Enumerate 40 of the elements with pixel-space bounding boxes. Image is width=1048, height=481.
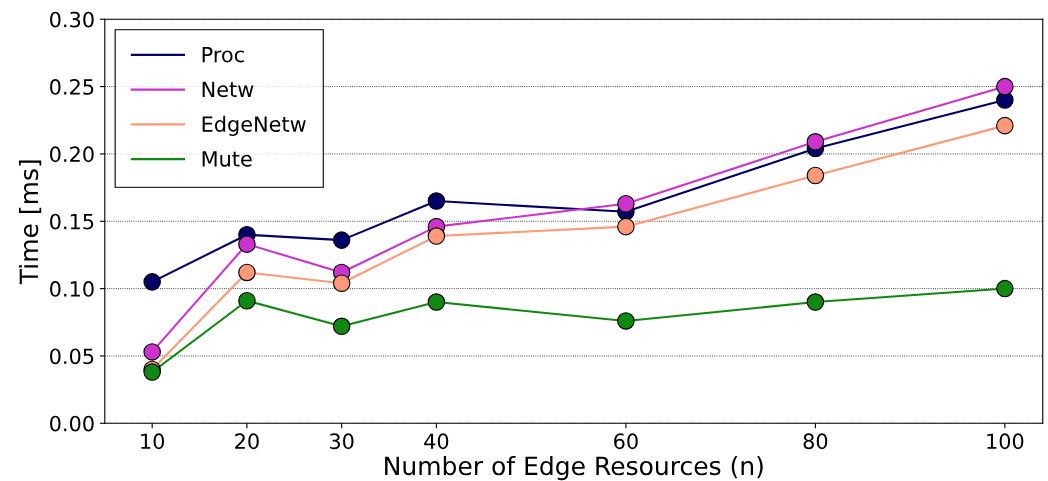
point: [238, 235, 256, 253]
y-tick-label: 0.00: [50, 415, 94, 432]
legend-label: Proc: [202, 46, 244, 63]
y-axis-title: Time [ms]: [18, 160, 42, 285]
point: [427, 192, 446, 210]
legend-label: EdgeNetw: [202, 115, 306, 136]
point: [996, 279, 1014, 298]
x-axis-title: Number of Edge Resources (n): [385, 455, 763, 481]
point: [996, 77, 1014, 96]
point: [238, 291, 256, 310]
x-tick-label: 20: [235, 433, 259, 450]
x-tick-label: 60: [614, 433, 638, 450]
y-tick-label: 0.30: [50, 11, 94, 28]
x-tick-label: 100: [987, 433, 1024, 450]
y-tick-label: 0.05: [50, 348, 94, 365]
y-tick-label: 0.20: [50, 146, 94, 163]
legend-label: Netw: [202, 81, 254, 98]
legend-label: Mute: [202, 151, 252, 167]
point: [332, 317, 351, 336]
point: [332, 274, 351, 292]
point: [617, 194, 635, 213]
point: [238, 263, 256, 282]
point: [996, 116, 1014, 135]
x-tick-label: 10: [141, 433, 165, 450]
y-tick-label: 0.25: [50, 79, 94, 95]
x-tick-label: 80: [803, 433, 828, 450]
y-tick-label: 0.10: [50, 281, 94, 297]
point: [617, 217, 635, 236]
point: [617, 312, 635, 330]
point: [332, 231, 351, 249]
point: [427, 293, 446, 311]
y-tick-label: 0.15: [50, 213, 94, 230]
x-tick-label: 30: [329, 433, 354, 450]
point: [427, 227, 446, 245]
x-tick-label: 40: [424, 433, 449, 450]
point: [806, 166, 825, 185]
point: [806, 133, 825, 151]
point: [806, 293, 825, 311]
point: [143, 343, 161, 361]
point: [143, 273, 161, 291]
